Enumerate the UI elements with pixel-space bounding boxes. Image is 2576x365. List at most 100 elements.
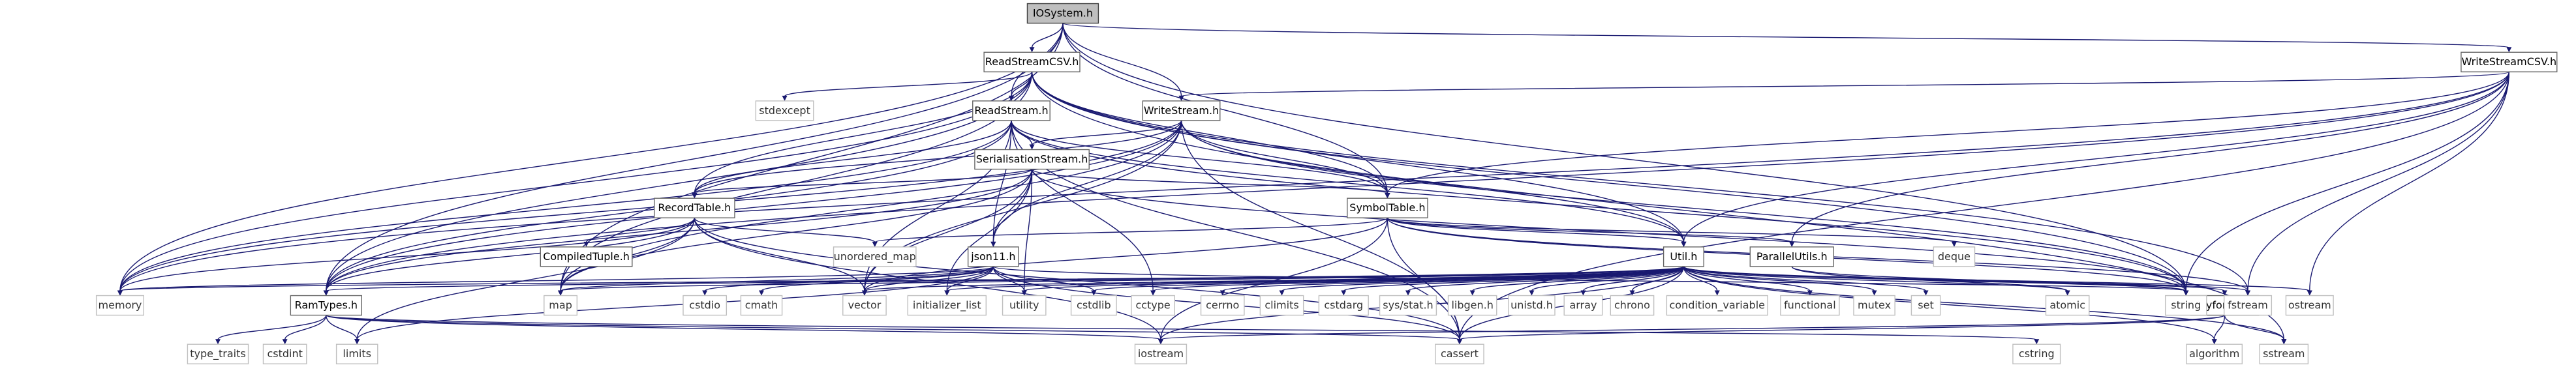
node-ostream[interactable]: ostream [2285, 295, 2334, 316]
node-stdexcept[interactable]: stdexcept [755, 100, 814, 121]
node-util[interactable]: Util.h [1663, 246, 1704, 267]
edge-SymbolTable-ParallelUtils [1387, 217, 1795, 247]
node-limits[interactable]: limits [335, 343, 378, 364]
node-utility[interactable]: utility [1002, 295, 1047, 316]
edge-tinyformat-algorithm [2211, 315, 2226, 345]
node-cmath[interactable]: cmath [740, 295, 783, 316]
node-sstream[interactable]: sstream [2259, 343, 2309, 364]
node-label: condition_variable [1669, 299, 1765, 312]
node-cstdarg[interactable]: cstdarg [1318, 295, 1369, 316]
node-label: cstdio [689, 299, 720, 312]
node-cctype[interactable]: cctype [1131, 295, 1175, 316]
node-label: libgen.h [1451, 299, 1493, 312]
node-label: ParallelUtils.h [1756, 250, 1828, 263]
node-label: deque [1938, 250, 1970, 263]
node-label: memory [99, 299, 142, 312]
edge-ReadStream-Util [1011, 120, 1687, 247]
edge-IOSystem-string [1062, 23, 2189, 296]
node-label: vector [848, 299, 882, 312]
node-cstring[interactable]: cstring [2012, 343, 2061, 364]
node-memory[interactable]: memory [95, 295, 144, 316]
node-cassert[interactable]: cassert [1435, 343, 1484, 364]
node-label: sstream [2263, 347, 2305, 360]
node-label: array [1569, 299, 1597, 312]
node-atomic[interactable]: atomic [2045, 295, 2090, 316]
edge-Util-condition_variable [1683, 266, 1720, 296]
node-map[interactable]: map [544, 295, 578, 316]
edge-Util-initializer_list [944, 266, 1685, 296]
node-deque[interactable]: deque [1933, 246, 1976, 267]
node-parallelutils[interactable]: ParallelUtils.h [1749, 246, 1834, 267]
node-vector[interactable]: vector [842, 295, 887, 316]
edge-WriteStreamCSV-fstream [2245, 72, 2510, 296]
node-label: unistd.h [1510, 299, 1553, 312]
node-cstdint[interactable]: cstdint [262, 343, 307, 364]
edge-IOSystem-WriteStream [1062, 23, 1184, 101]
node-functional[interactable]: functional [1780, 295, 1840, 316]
node-label: ReadStreamCSV.h [985, 55, 1079, 68]
edge-SymbolTable-unordered_map [872, 217, 1388, 247]
node-label: unordered_map [834, 250, 916, 263]
node-libgen[interactable]: libgen.h [1447, 295, 1497, 316]
node-recordtable[interactable]: RecordTable.h [654, 197, 735, 218]
edge-RamTypes-limits [326, 315, 360, 345]
node-iosystem[interactable]: IOSystem.h [1026, 3, 1099, 24]
node-label: json11.h [970, 250, 1015, 263]
node-climits[interactable]: climits [1259, 295, 1304, 316]
edge-SerialisationStream-RecordTable [692, 168, 1033, 199]
node-mutex[interactable]: mutex [1853, 295, 1895, 316]
edge-Util-unistd [1529, 266, 1685, 296]
node-label: climits [1265, 299, 1298, 312]
node-label: mutex [1858, 299, 1891, 312]
node-symboltable[interactable]: SymbolTable.h [1347, 197, 1428, 218]
node-label: RamTypes.h [295, 299, 358, 312]
edge-ReadStream-RecordTable [692, 120, 1012, 199]
node-label: set [1918, 299, 1933, 312]
edge-Util-cstdarg [1341, 266, 1685, 296]
edge-WriteStreamCSV-SymbolTable [1385, 72, 2510, 199]
node-cstdlib[interactable]: cstdlib [1070, 295, 1117, 316]
node-label: ostream [2288, 299, 2331, 312]
node-ramtypes[interactable]: RamTypes.h [290, 295, 362, 316]
node-json11[interactable]: json11.h [967, 246, 1019, 267]
edge-WriteStreamCSV-memory [117, 72, 2510, 296]
node-type-traits[interactable]: type_traits [187, 343, 249, 364]
node-label: initializer_list [913, 299, 981, 312]
node-cstdio[interactable]: cstdio [682, 295, 728, 316]
node-readstreamcsv[interactable]: ReadStreamCSV.h [983, 51, 1081, 72]
node-chrono[interactable]: chrono [1610, 295, 1655, 316]
edge-RecordTable-unordered_map [694, 217, 878, 247]
node-array[interactable]: array [1563, 295, 1603, 316]
edge-SymbolTable-Util [1387, 217, 1687, 247]
node-label: cstdlib [1077, 299, 1111, 312]
node-writestreamcsv[interactable]: WriteStreamCSV.h [2461, 51, 2558, 72]
node-writestream[interactable]: WriteStream.h [1142, 100, 1221, 121]
edge-Util-map [558, 266, 1685, 296]
node-unordered-map[interactable]: unordered_map [833, 246, 917, 267]
node-algorithm[interactable]: algorithm [2186, 343, 2243, 364]
node-label: WriteStream.h [1144, 104, 1219, 117]
node-condition-variable[interactable]: condition_variable [1666, 295, 1768, 316]
edge-ReadStream-memory [117, 120, 1012, 296]
node-string[interactable]: string [2164, 295, 2207, 316]
node-compiledtuple[interactable]: CompiledTuple.h [540, 246, 633, 267]
node-label: SymbolTable.h [1349, 201, 1425, 214]
edge-tinyformat-sstream [2224, 315, 2287, 345]
node-label: cstring [2019, 347, 2055, 360]
edge-ReadStreamCSV-stdexcept [782, 71, 1033, 101]
node-initializer-list[interactable]: initializer_list [907, 295, 987, 316]
node-label: iostream [1138, 347, 1184, 360]
edge-WriteStreamCSV-WriteStream [1178, 71, 2510, 101]
edge-WriteStream-json11 [990, 120, 1182, 247]
node-iostream[interactable]: iostream [1134, 343, 1188, 364]
node-readstream[interactable]: ReadStream.h [972, 100, 1050, 121]
edge-Util-memory [117, 266, 1685, 296]
node-label: SerialisationStream.h [976, 153, 1088, 166]
node-sys-stat[interactable]: sys/stat.h [1379, 295, 1437, 316]
node-cerrno[interactable]: cerrno [1200, 295, 1245, 316]
node-fstream[interactable]: fstream [2224, 295, 2273, 316]
node-unistd[interactable]: unistd.h [1508, 295, 1556, 316]
node-set[interactable]: set [1910, 295, 1941, 316]
node-serialisationstream[interactable]: SerialisationStream.h [974, 149, 1090, 170]
